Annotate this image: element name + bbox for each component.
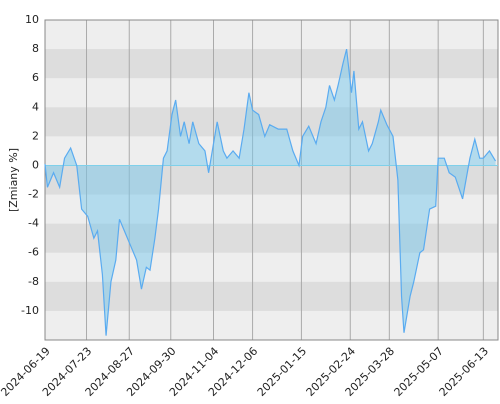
y-axis-label: [Zmiany %] — [7, 148, 20, 212]
y-tick-label: 8 — [32, 42, 39, 55]
y-tick-label: -6 — [28, 246, 39, 259]
grid-band — [45, 281, 498, 311]
y-tick-label: 2 — [32, 129, 39, 142]
plot-frame — [44, 19, 499, 341]
grid-band — [45, 49, 498, 79]
y-tick-label: 4 — [32, 100, 39, 113]
y-tick-label: -4 — [28, 217, 39, 230]
x-tick-label: 2025-01-15 — [255, 345, 309, 399]
y-tick-label: -8 — [28, 275, 39, 288]
area — [45, 49, 496, 336]
y-tick-label: 6 — [32, 71, 39, 84]
y-tick-label: -10 — [21, 304, 39, 317]
line — [44, 48, 497, 336]
y-tick-label: 0 — [32, 158, 39, 171]
y-tick-label: 10 — [25, 13, 39, 26]
y-tick-label: -2 — [28, 188, 39, 201]
